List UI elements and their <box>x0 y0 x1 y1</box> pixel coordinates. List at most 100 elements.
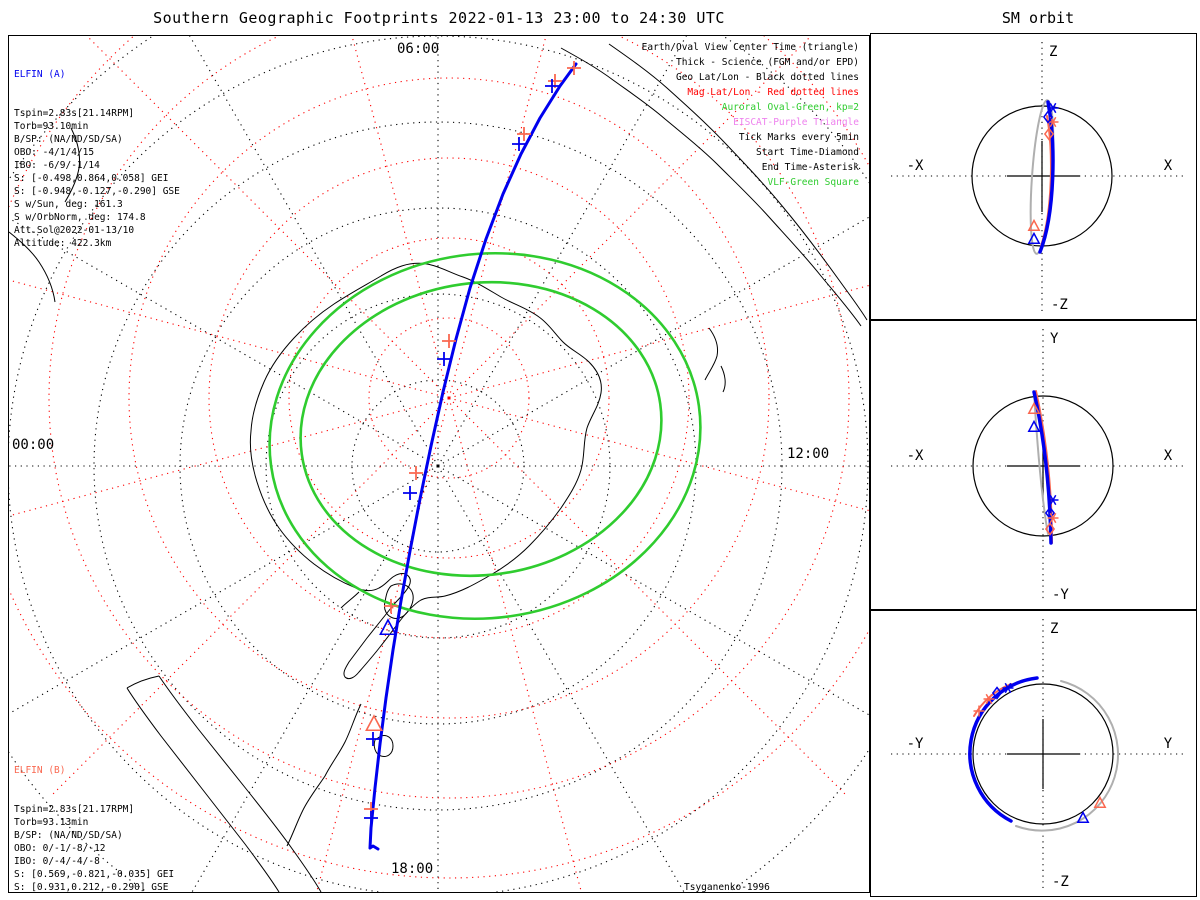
geographic-pole-dot <box>436 464 440 468</box>
main-title: Southern Geographic Footprints 2022-01-1… <box>153 9 725 27</box>
axis-label-right: Y <box>1164 736 1173 752</box>
sm-orbit-title: SM orbit <box>1001 9 1075 27</box>
orbit-track-a <box>968 676 1039 823</box>
elfin-a-line: S: [-0.948,-0.127,-0.290] GSE <box>14 186 180 197</box>
elfin-b-line: OBO: 0/-1/-8/-12 <box>14 843 106 854</box>
mlt-label-bottom: 18:00 <box>391 861 434 877</box>
axis-label-bottom: -Y <box>1052 587 1069 603</box>
elfin-a-title: ELFIN (A) <box>14 69 66 80</box>
mag-longitude-line <box>448 36 812 399</box>
tick-mark-a <box>403 486 417 500</box>
orbit-plot-yz: Z -Z -Y Y <box>891 619 1186 890</box>
credits: Tsyganenko-1996 Created: Fri Jan 13 18:2… <box>684 848 869 892</box>
orbit-panel-xz: Z -Z -X X <box>870 33 1197 320</box>
coastline-patagonia-fragment <box>286 703 362 847</box>
center-time-triangle-a <box>379 618 397 636</box>
tick-mark-b <box>517 127 531 141</box>
mag-longitude-line <box>448 397 846 795</box>
tick-mark-a <box>512 137 526 151</box>
auroral-oval-outer <box>268 251 702 621</box>
axis-label-top: Y <box>1050 331 1059 347</box>
mag-longitude-line <box>351 36 450 399</box>
elfin-b-line: Tspin=2.83s[21.17RPM] <box>14 804 135 815</box>
mag-longitude-line <box>9 397 450 517</box>
diamond-marker-a <box>1042 110 1054 124</box>
legend-item: End Time-Asterisk <box>761 162 859 173</box>
triangle-marker-a <box>1027 419 1041 433</box>
axis-label-right: X <box>1164 158 1173 174</box>
elfin-a-line: Att.Sol@2022-01-13/10 <box>14 225 135 236</box>
coastline-africa-fragment <box>9 127 80 303</box>
triangle-marker-a <box>1076 810 1090 824</box>
coastline-south-america-east <box>126 675 322 892</box>
mag-longitude-line <box>9 279 450 399</box>
mlt-label-right: 12:00 <box>787 446 830 462</box>
mag-longitude-line <box>86 36 450 399</box>
axis-label-left: -X <box>907 158 924 174</box>
triangle-marker-b <box>1027 401 1041 415</box>
geo-longitude-line <box>437 465 685 892</box>
legend-item: VLF-Green Square <box>767 177 859 188</box>
map-overlay <box>268 61 702 851</box>
mag-latitude-ring <box>48 36 850 799</box>
triangle-marker-b <box>1093 795 1107 809</box>
elfin-a-line: Altitude: 422.3km <box>14 238 112 249</box>
coastline-south-america-west <box>126 687 280 892</box>
elfin-a-line: Torb=93.10min <box>14 121 89 132</box>
coastline-australia-inner <box>608 43 868 321</box>
legend-item: Geo Lat/Lon - Black dotted lines <box>675 72 859 83</box>
earth-circle <box>972 683 1114 825</box>
coastline-new-zealand <box>704 327 726 393</box>
tick-mark-b <box>384 599 398 613</box>
magnetic-pole-dot <box>447 396 451 400</box>
coastlines <box>9 43 868 892</box>
axis-label-top: Z <box>1050 621 1058 637</box>
orbit-track-gray <box>1015 680 1119 832</box>
axis-label-right: X <box>1164 448 1173 464</box>
elfin-a-line: S w/Sun, deg: 161.3 <box>14 199 123 210</box>
mag-longitude-line <box>448 36 547 399</box>
elfin-b-line: S: [0.931,0.212,-0.290] GSE <box>14 882 169 893</box>
tick-mark-a <box>366 732 380 746</box>
geo-longitude-line <box>189 36 439 467</box>
asterisk-marker-a <box>1047 102 1059 114</box>
tick-mark-b <box>409 466 423 480</box>
triangle-marker-a <box>1027 231 1041 245</box>
legend-item: Thick - Science (FGM and/or EPD) <box>675 57 859 68</box>
mag-longitude-line <box>52 397 450 795</box>
legend-item: Tick Marks every 5min <box>738 132 859 143</box>
elfin-a-info: ELFIN (A) Tspin=2.83s[21.14RPM] Torb=93.1… <box>14 42 180 276</box>
elfin-a-line: B/SP: (NA/ND/SD/SA) <box>14 134 123 145</box>
coastline-antarctica <box>249 262 602 680</box>
diamond-marker-b <box>1044 522 1056 536</box>
tick-mark-a <box>437 352 451 366</box>
mag-longitude-line <box>316 397 450 892</box>
legend-item: EISCAT-Purple Triangle <box>733 117 859 128</box>
axis-label-left: -X <box>907 448 924 464</box>
geo-longitude-line <box>191 465 439 892</box>
elfin-b-line: Torb=93.13min <box>14 817 89 828</box>
mag-latitude-ring <box>128 77 770 719</box>
elfin-b-line: B/SP: (NA/ND/SD/SA) <box>14 830 123 841</box>
asterisk-marker-a <box>1047 494 1059 506</box>
tick-mark-a <box>545 79 559 93</box>
plus-marker-b <box>973 705 985 717</box>
footprint-map-panel: 06:00 00:00 12:00 18:00 ELFIN (A) Tspin=… <box>8 35 870 893</box>
auroral-oval-inner <box>299 280 663 578</box>
legend-item: Start Time-Diamond <box>756 147 859 158</box>
orbit-plot-xy: Y -Y -X X <box>891 329 1186 603</box>
mag-latitude-ring <box>208 157 690 639</box>
legend-item: Earth/Oval View Center Time (triangle) <box>641 42 859 53</box>
legend: Earth/Oval View Center Time (triangle) Th… <box>642 40 859 190</box>
mag-latitude-ring <box>368 317 530 479</box>
elfin-a-line: S: [-0.498,0.864,0.058] GEI <box>14 173 169 184</box>
elfin-a-line: S w/OrbNorm, deg: 174.8 <box>14 212 146 223</box>
elfin-b-title: ELFIN (B) <box>14 765 66 776</box>
asterisk-marker-b <box>1047 512 1059 524</box>
elfin-a-lines: Tspin=2.83s[21.14RPM] Torb=93.10min B/SP: … <box>14 107 180 250</box>
elfin-footprint-track <box>368 62 578 851</box>
orbit-track-gray <box>1033 392 1049 535</box>
tick-mark-b <box>442 334 456 348</box>
elfin-b-line: S: [0.569,-0.821,-0.035] GEI <box>14 869 175 880</box>
asterisk-marker-b <box>983 693 995 705</box>
